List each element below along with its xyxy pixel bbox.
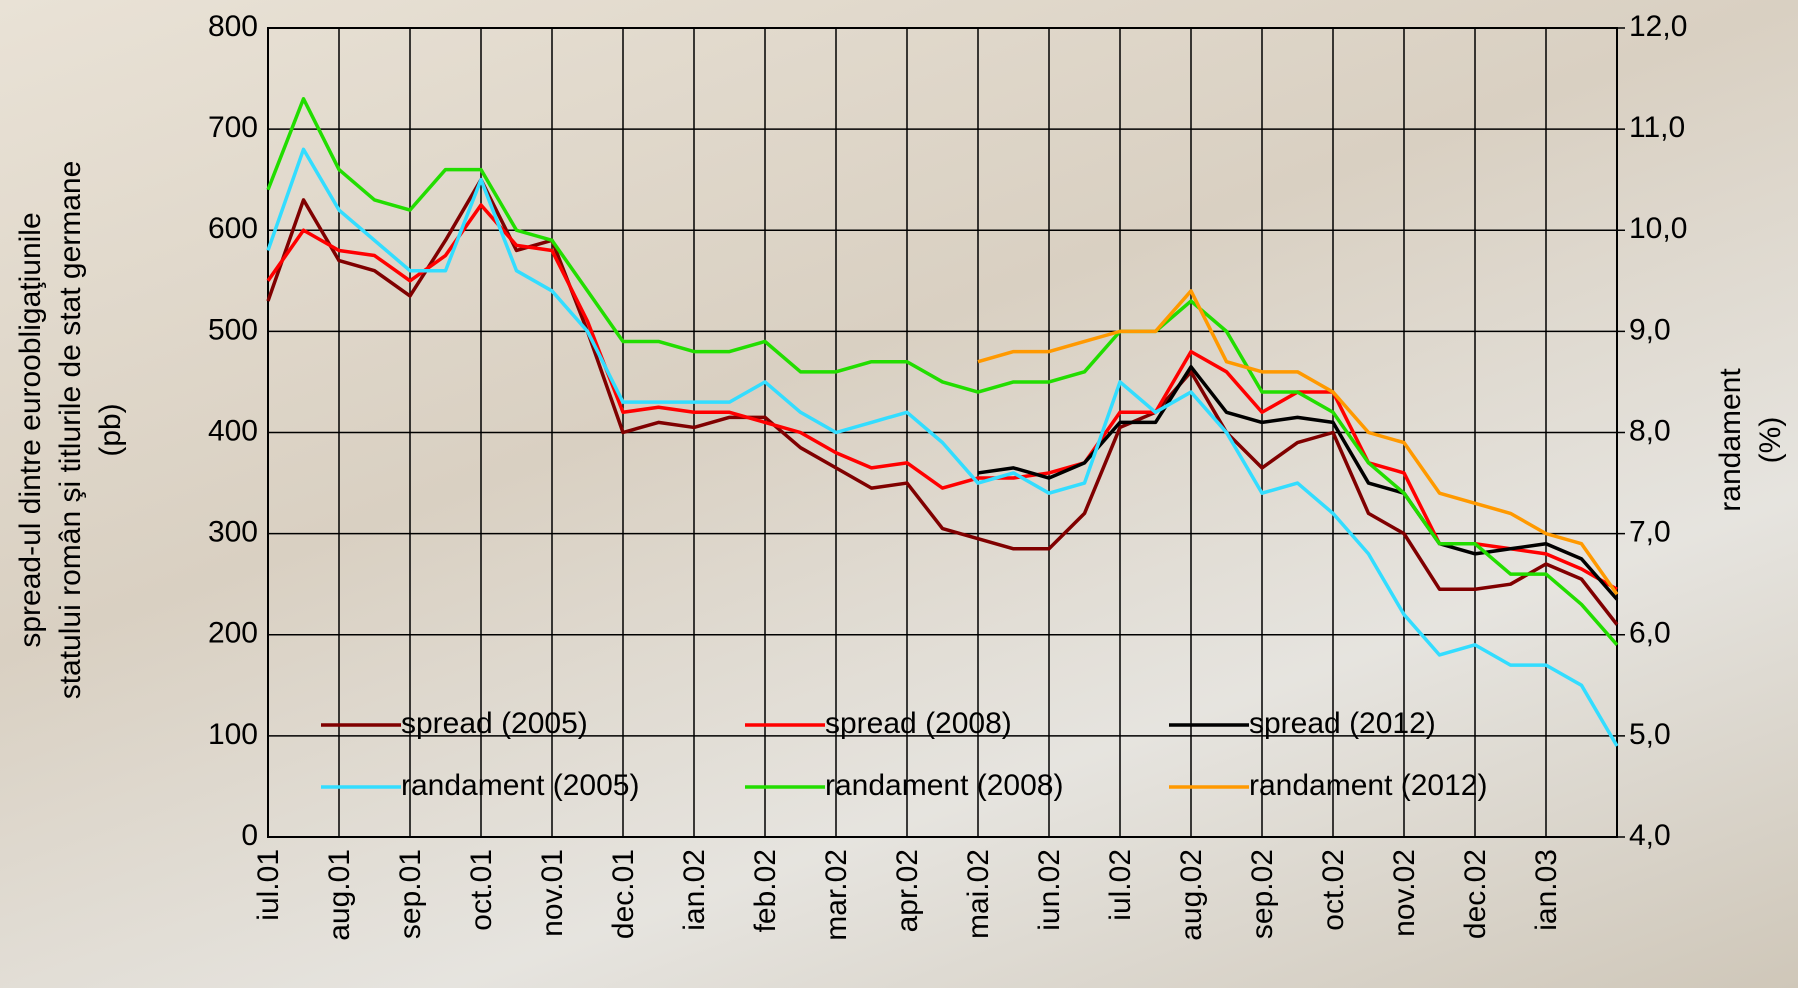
plot-frame [267, 27, 1618, 838]
legend-label: spread (2008) [825, 707, 1012, 740]
y-tick-label: 100 [208, 718, 258, 751]
x-tick-label: dec.01 [607, 849, 640, 939]
x-tick-label: oct.02 [1317, 849, 1350, 931]
legend-label: randament (2005) [401, 769, 639, 802]
legend-label: spread (2012) [1249, 707, 1436, 740]
x-tick-label: mar.02 [820, 849, 853, 941]
x-tick-label: sep.01 [394, 849, 427, 939]
x-tick-label: aug.02 [1175, 849, 1208, 941]
x-tick-label: iun.02 [1033, 849, 1066, 931]
x-tick-label: ian.03 [1530, 849, 1563, 931]
y2-tick-label: 5,0 [1629, 718, 1671, 751]
y2-tick-label: 7,0 [1629, 516, 1671, 549]
x-tick-label: ian.02 [678, 849, 711, 931]
legend-label: spread (2005) [401, 707, 588, 740]
y-tick-label: 300 [208, 516, 258, 549]
y2-tick-label: 4,0 [1629, 819, 1671, 852]
y-tick-label: 400 [208, 414, 258, 447]
x-tick-label: nov.01 [536, 849, 569, 937]
x-tick-label: dec.02 [1459, 849, 1492, 939]
x-tick-label: iul.02 [1104, 849, 1137, 921]
y-tick-label: 0 [241, 819, 258, 852]
y-axis-label: statului român şi titlurile de stat germ… [54, 161, 87, 700]
y2-axis-label: (%) [1754, 417, 1787, 464]
y2-tick-label: 8,0 [1629, 414, 1671, 447]
y-axis-label: (pb) [94, 403, 127, 456]
y-tick-label: 500 [208, 313, 258, 346]
series-line [977, 289, 1619, 596]
x-tick-label: nov.02 [1388, 849, 1421, 937]
series-line [266, 97, 1619, 647]
y2-tick-label: 10,0 [1629, 212, 1687, 245]
series-line [977, 365, 1619, 601]
legend-label: randament (2008) [825, 769, 1063, 802]
y2-tick-label: 11,0 [1629, 111, 1685, 144]
y-axis-label: spread-ul dintre euroobligaţiunile [14, 212, 47, 647]
y-tick-label: 700 [208, 111, 258, 144]
y2-axis-label: randament [1714, 368, 1747, 512]
x-tick-label: apr.02 [891, 849, 924, 932]
y-tick-label: 800 [208, 10, 258, 43]
y-tick-label: 200 [208, 617, 258, 650]
series-line [266, 203, 1618, 591]
series-line [266, 177, 1619, 626]
series-line [266, 147, 1619, 747]
legend-label: randament (2012) [1249, 769, 1487, 802]
x-tick-label: feb.02 [749, 849, 782, 932]
y2-tick-label: 12,0 [1629, 10, 1687, 43]
y2-tick-label: 6,0 [1629, 617, 1671, 650]
y-tick-label: 600 [208, 212, 258, 245]
x-tick-label: sep.02 [1246, 849, 1279, 939]
y2-tick-label: 9,0 [1629, 313, 1671, 346]
x-tick-label: mai.02 [962, 849, 995, 939]
x-tick-label: oct.01 [465, 849, 498, 931]
x-tick-label: iul.01 [252, 849, 285, 921]
x-tick-label: aug.01 [323, 849, 356, 941]
